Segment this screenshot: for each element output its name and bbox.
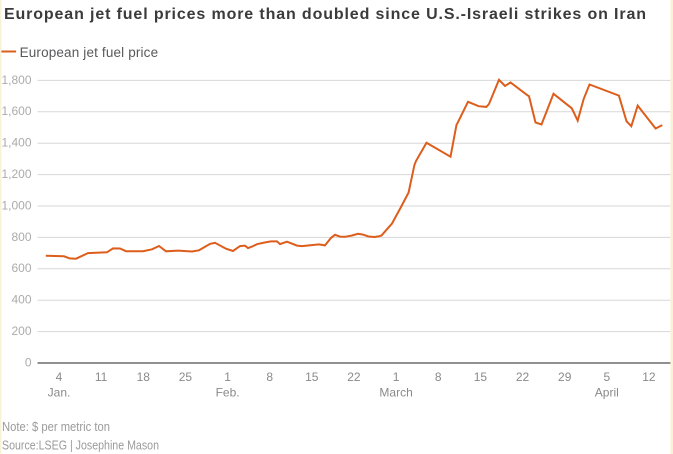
svg-text:1: 1 [393, 370, 400, 384]
svg-text:April: April [595, 385, 619, 399]
svg-text:400: 400 [11, 293, 31, 307]
svg-text:600: 600 [11, 261, 31, 275]
svg-text:12: 12 [642, 370, 656, 384]
svg-text:8: 8 [435, 370, 442, 384]
svg-text:Jan.: Jan. [48, 385, 71, 399]
svg-text:Feb.: Feb. [216, 385, 240, 399]
svg-text:18: 18 [137, 370, 151, 384]
svg-text:200: 200 [11, 324, 31, 338]
svg-text:1,400: 1,400 [1, 136, 31, 150]
svg-text:22: 22 [347, 370, 361, 384]
svg-text:22: 22 [516, 370, 530, 384]
svg-text:1,600: 1,600 [1, 104, 31, 118]
svg-text:Source:LSEG | Josephine Mason: Source:LSEG | Josephine Mason [2, 437, 159, 452]
svg-text:European jet fuel prices more: European jet fuel prices more than doubl… [4, 6, 646, 23]
svg-text:15: 15 [474, 370, 488, 384]
svg-text:1,000: 1,000 [1, 198, 31, 212]
svg-text:800: 800 [11, 230, 31, 244]
svg-text:29: 29 [558, 370, 572, 384]
svg-text:5: 5 [603, 370, 610, 384]
svg-text:European jet fuel price: European jet fuel price [20, 45, 159, 60]
svg-text:0: 0 [25, 355, 32, 369]
svg-text:25: 25 [179, 370, 193, 384]
svg-text:15: 15 [305, 370, 319, 384]
svg-text:Note: $ per metric ton: Note: $ per metric ton [2, 419, 110, 434]
svg-text:1,800: 1,800 [1, 73, 31, 87]
svg-text:8: 8 [266, 370, 273, 384]
svg-text:March: March [379, 385, 412, 399]
svg-text:1,200: 1,200 [1, 167, 31, 181]
svg-text:11: 11 [95, 370, 108, 384]
svg-text:1: 1 [224, 370, 231, 384]
svg-text:4: 4 [56, 370, 63, 384]
